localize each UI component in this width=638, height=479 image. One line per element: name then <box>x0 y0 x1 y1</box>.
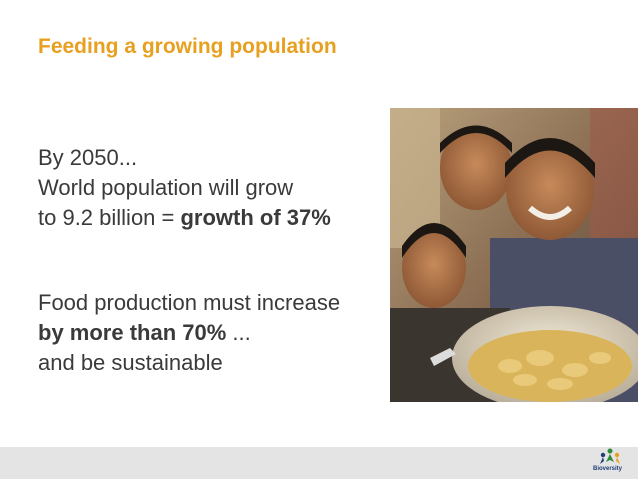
food-production-line: Food production must increase <box>38 290 341 315</box>
population-text-block: By 2050... World population will grow to… <box>38 143 331 233</box>
population-growth-line: World population will grow <box>38 175 294 200</box>
people-leaf-logo-icon <box>600 448 620 464</box>
food-increase-suffix: ... <box>226 320 251 345</box>
year-line: By 2050... <box>38 145 138 170</box>
children-photo <box>390 108 638 402</box>
footer-bar <box>0 447 638 479</box>
growth-percentage: growth of 37% <box>180 205 331 230</box>
sustainable-line: and be sustainable <box>38 350 223 375</box>
population-figure-prefix: to 9.2 billion = <box>38 205 181 230</box>
food-increase-percentage: by more than 70% <box>38 320 227 345</box>
population-figure-line: to 9.2 billion = growth of 37% <box>38 203 331 233</box>
slide-title: Feeding a growing population <box>38 35 337 58</box>
logo-name: Bioversity <box>593 466 623 472</box>
food-production-text-block: Food production must increase by more th… <box>38 288 340 378</box>
food-increase-line: by more than 70% ... <box>38 318 340 348</box>
